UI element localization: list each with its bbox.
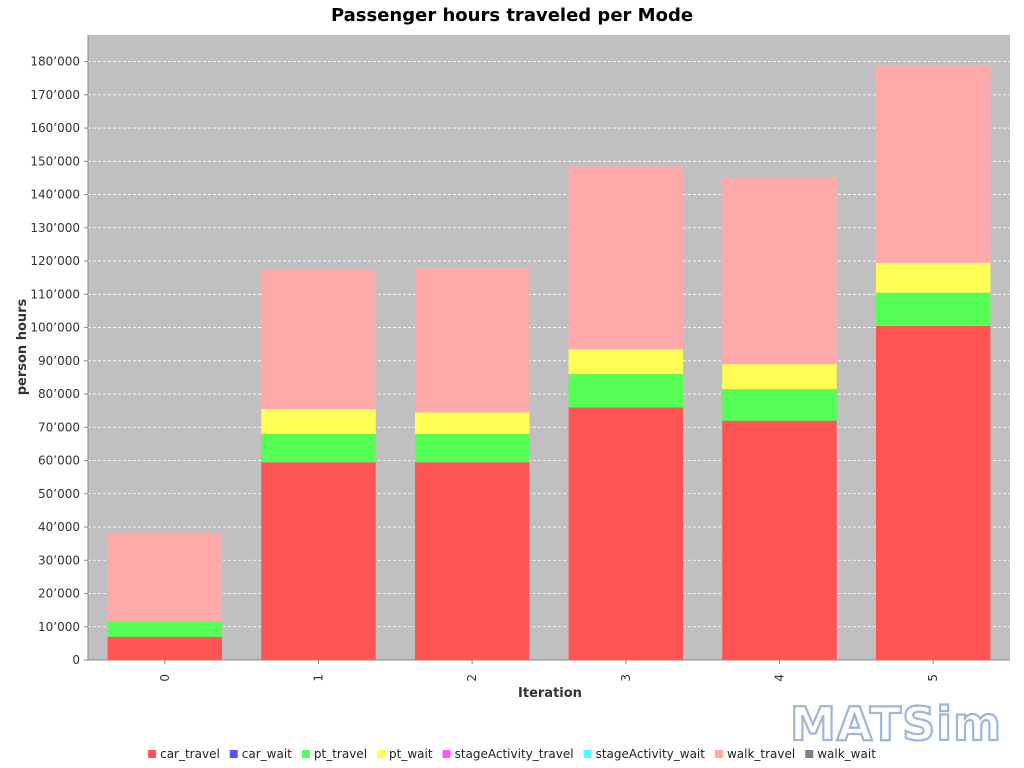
legend-label-car_wait: car_wait [242, 747, 292, 761]
bars [107, 64, 991, 660]
bar-car_travel-2 [414, 462, 530, 660]
y-tick-label: 90’000 [38, 354, 80, 368]
x-tick-label: 2 [465, 674, 479, 682]
y-tick-label: 50’000 [38, 487, 80, 501]
legend-swatch-walk_wait [805, 750, 814, 758]
bar-walk_travel-5 [875, 64, 991, 263]
x-axis-label: Iteration [518, 686, 582, 701]
legend-swatch-car_wait [229, 750, 238, 758]
x-tick-label: 3 [619, 674, 633, 682]
bar-pt_travel-1 [261, 433, 376, 463]
y-tick-label: 180’000 [30, 55, 80, 69]
y-tick-label: 120’000 [30, 254, 80, 268]
chart-title: Passenger hours traveled per Mode [331, 5, 693, 26]
y-tick-label: 60’000 [38, 454, 80, 468]
plot-area [88, 35, 1010, 660]
x-axis-ticks: 0 1 2 3 4 5 [158, 660, 940, 682]
bar-car_travel-5 [875, 325, 991, 660]
y-tick-label: 20’000 [38, 587, 80, 601]
x-tick-label: 5 [926, 674, 940, 682]
bar-pt_wait-4 [722, 364, 837, 390]
y-tick-label: 110’000 [30, 287, 80, 301]
bar-walk_travel-2 [414, 267, 530, 413]
bar-pt_travel-0 [107, 620, 223, 637]
y-tick-label: 170’000 [30, 88, 80, 102]
x-tick-label: 4 [773, 674, 787, 682]
y-axis-ticks: 0 10’000 20’000 30’000 40’000 50’000 60’000 70’… [30, 55, 88, 667]
y-tick-label: 100’000 [30, 321, 80, 335]
bar-car_travel-1 [261, 462, 376, 660]
bar-pt_wait-3 [568, 349, 684, 375]
bar-walk_travel-3 [568, 166, 684, 350]
bar-car_travel-4 [722, 420, 837, 660]
bar-pt_travel-2 [414, 433, 530, 463]
legend-label-stageActivity_wait: stageActivity_wait [596, 747, 706, 761]
bar-pt_wait-5 [875, 262, 991, 293]
legend-swatch-stageActivity_wait [583, 750, 592, 758]
matsim-logo: MATSim [790, 697, 1002, 751]
bar-pt_travel-5 [875, 292, 991, 326]
x-tick-label: 1 [312, 674, 326, 682]
bar-pt_travel-3 [568, 374, 684, 408]
y-tick-label: 40’000 [38, 520, 80, 534]
bar-walk_travel-1 [261, 269, 376, 410]
gridlines [88, 61, 1010, 628]
y-tick-label: 130’000 [30, 221, 80, 235]
legend-swatch-pt_wait [377, 750, 386, 758]
bar-walk_travel-4 [722, 177, 837, 365]
y-tick-label: 10’000 [38, 620, 80, 634]
x-tick-label: 0 [158, 674, 172, 682]
bar-walk_travel-0 [107, 532, 223, 621]
y-tick-label: 0 [72, 653, 80, 667]
axes [87, 35, 1010, 661]
bar-car_travel-3 [568, 407, 684, 660]
legend-swatch-pt_travel [301, 750, 310, 758]
legend-swatch-car_travel [148, 750, 157, 758]
bar-car_travel-0 [107, 636, 223, 660]
legend: car_travel car_wait pt_travel pt_wait stageA… [148, 747, 876, 761]
bar-pt_wait-1 [261, 409, 376, 434]
legend-label-stageActivity_travel: stageActivity_travel [455, 747, 574, 761]
legend-swatch-stageActivity_travel [442, 750, 451, 758]
legend-label-walk_travel: walk_travel [727, 747, 795, 761]
legend-label-pt_wait: pt_wait [389, 747, 433, 761]
y-tick-label: 70’000 [38, 420, 80, 434]
legend-label-walk_wait: walk_wait [817, 747, 876, 761]
legend-label-car_travel: car_travel [160, 747, 220, 761]
legend-swatch-walk_travel [714, 750, 723, 758]
y-tick-label: 140’000 [30, 188, 80, 202]
y-tick-label: 150’000 [30, 154, 80, 168]
y-tick-label: 80’000 [38, 387, 80, 401]
y-axis-label: person hours [15, 298, 30, 395]
legend-label-pt_travel: pt_travel [314, 747, 367, 761]
bar-pt_travel-4 [722, 389, 837, 421]
y-tick-label: 160’000 [30, 121, 80, 135]
bar-pt_wait-2 [414, 412, 530, 434]
y-tick-label: 30’000 [38, 553, 80, 567]
